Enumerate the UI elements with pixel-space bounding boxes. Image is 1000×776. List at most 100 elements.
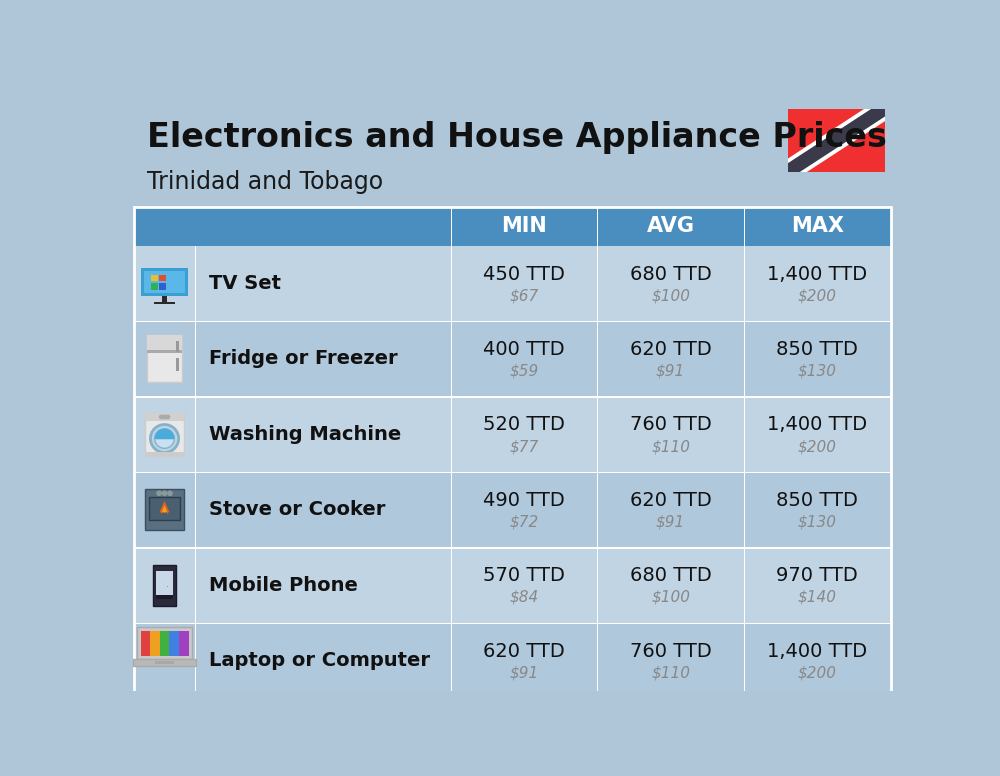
Text: 970 TTD: 970 TTD — [776, 566, 858, 585]
Bar — [145, 413, 184, 456]
Text: 570 TTD: 570 TTD — [483, 566, 565, 585]
Bar — [144, 271, 185, 293]
Bar — [134, 472, 891, 473]
Bar — [744, 397, 745, 472]
Bar — [597, 397, 598, 472]
Bar — [450, 321, 452, 397]
Bar — [145, 489, 184, 530]
Circle shape — [157, 491, 161, 495]
Text: 680 TTD: 680 TTD — [630, 566, 711, 585]
Text: $67: $67 — [509, 288, 538, 303]
Text: $91: $91 — [656, 364, 685, 379]
Text: Trinidad and Tobago: Trinidad and Tobago — [147, 170, 383, 194]
Bar — [176, 358, 179, 371]
Text: $84: $84 — [509, 590, 538, 605]
Bar — [134, 397, 891, 472]
Bar — [134, 697, 891, 698]
Text: $110: $110 — [651, 666, 690, 681]
Text: 760 TTD: 760 TTD — [630, 415, 711, 435]
Bar — [133, 660, 196, 666]
Text: 850 TTD: 850 TTD — [776, 491, 858, 510]
Bar — [140, 631, 150, 656]
Bar — [162, 296, 167, 302]
Bar — [597, 245, 598, 321]
Bar — [597, 321, 598, 397]
Polygon shape — [784, 102, 888, 178]
Bar — [156, 595, 173, 600]
Bar — [744, 321, 745, 397]
Bar — [744, 207, 745, 245]
Bar — [134, 207, 891, 698]
Text: $72: $72 — [509, 514, 538, 529]
Bar — [450, 623, 452, 698]
Text: 850 TTD: 850 TTD — [776, 340, 858, 359]
Text: $200: $200 — [798, 666, 837, 681]
Bar — [597, 207, 598, 245]
Bar — [140, 631, 189, 656]
Text: $59: $59 — [509, 364, 538, 379]
Text: 1,400 TTD: 1,400 TTD — [767, 415, 867, 435]
Text: $91: $91 — [656, 514, 685, 529]
Bar — [153, 565, 176, 605]
Bar — [151, 275, 158, 282]
Bar — [134, 321, 891, 322]
Text: Fridge or Freezer: Fridge or Freezer — [209, 349, 397, 369]
Bar — [134, 207, 891, 245]
Bar — [597, 547, 598, 623]
Text: $91: $91 — [509, 666, 538, 681]
Bar — [744, 623, 745, 698]
Bar — [195, 397, 196, 472]
Bar — [154, 302, 175, 303]
Bar — [145, 452, 184, 456]
Text: Mobile Phone: Mobile Phone — [209, 576, 358, 594]
Bar — [195, 472, 196, 547]
Bar — [195, 623, 196, 698]
Bar — [195, 321, 196, 397]
Bar — [450, 207, 452, 245]
Bar — [179, 631, 189, 656]
Polygon shape — [162, 505, 167, 513]
Text: Laptop or Computer: Laptop or Computer — [209, 651, 430, 670]
Bar — [450, 472, 452, 547]
Circle shape — [166, 415, 170, 419]
Bar — [134, 245, 891, 321]
Bar — [151, 283, 158, 290]
Circle shape — [163, 415, 166, 419]
Text: MIN: MIN — [501, 217, 547, 237]
Bar — [744, 472, 745, 547]
Bar — [147, 350, 182, 353]
Bar — [137, 627, 192, 660]
Text: Electronics and House Appliance Prices: Electronics and House Appliance Prices — [147, 121, 887, 154]
Bar — [134, 623, 891, 624]
Circle shape — [160, 415, 163, 419]
Bar — [159, 275, 166, 282]
Bar — [134, 321, 891, 397]
Bar — [744, 547, 745, 623]
Bar — [450, 397, 452, 472]
Text: 520 TTD: 520 TTD — [483, 415, 565, 435]
Text: $140: $140 — [798, 590, 837, 605]
Circle shape — [150, 424, 179, 452]
Circle shape — [155, 428, 174, 449]
Text: TV Set: TV Set — [209, 274, 281, 293]
Text: $130: $130 — [798, 514, 837, 529]
Bar — [134, 547, 891, 549]
Text: 680 TTD: 680 TTD — [630, 265, 711, 283]
Text: 1,400 TTD: 1,400 TTD — [767, 642, 867, 661]
Bar — [147, 335, 182, 383]
Text: MAX: MAX — [791, 217, 844, 237]
Bar — [155, 661, 174, 664]
Bar — [195, 547, 196, 623]
Polygon shape — [160, 501, 169, 514]
Text: 450 TTD: 450 TTD — [483, 265, 565, 283]
Text: 760 TTD: 760 TTD — [630, 642, 711, 661]
Text: 620 TTD: 620 TTD — [483, 642, 565, 661]
Bar — [160, 631, 169, 656]
Text: $100: $100 — [651, 590, 690, 605]
Bar — [134, 472, 891, 547]
Bar — [450, 547, 452, 623]
Bar — [145, 413, 184, 421]
Text: $130: $130 — [798, 364, 837, 379]
Text: Washing Machine: Washing Machine — [209, 424, 401, 444]
Text: Stove or Cooker: Stove or Cooker — [209, 501, 385, 519]
